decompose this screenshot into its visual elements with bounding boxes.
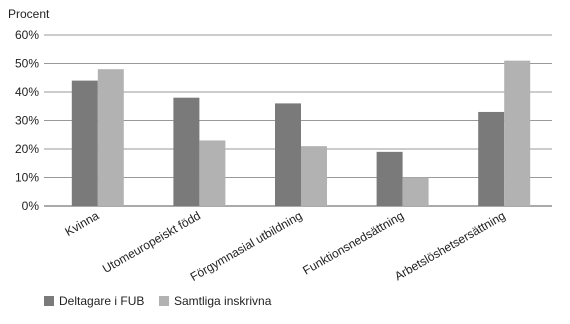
y-tick-label: 60% bbox=[15, 28, 39, 42]
bar bbox=[504, 60, 531, 207]
x-tick-label: Kvinna bbox=[63, 208, 102, 239]
bars bbox=[71, 60, 531, 207]
x-tick-label: Utomeuropeiskt född bbox=[100, 208, 203, 275]
x-tick-label: Förgymnasial utbildning bbox=[188, 208, 305, 283]
y-tick-label: 40% bbox=[15, 85, 39, 99]
y-tick-label: 0% bbox=[22, 199, 40, 213]
y-axis-label: Procent bbox=[8, 7, 50, 21]
legend-swatch bbox=[159, 296, 169, 306]
legend-label: Samtliga inskrivna bbox=[174, 294, 272, 308]
x-tick-label: Arbetslöshetsersättning bbox=[392, 208, 508, 283]
y-tick-label: 50% bbox=[15, 57, 39, 71]
bar bbox=[478, 111, 505, 206]
bar bbox=[97, 69, 124, 206]
bar bbox=[71, 80, 98, 206]
bar bbox=[402, 177, 429, 206]
y-tick-label: 30% bbox=[15, 114, 39, 128]
bar bbox=[199, 140, 226, 206]
bar bbox=[301, 146, 327, 206]
bar bbox=[376, 151, 403, 206]
y-tick-label: 10% bbox=[15, 171, 39, 185]
y-tick-labels: 0% 10% 20% 30% 40% 50% 60% bbox=[15, 28, 39, 213]
legend: Deltagare i FUB Samtliga inskrivna bbox=[44, 294, 272, 308]
y-tick-label: 20% bbox=[15, 142, 39, 156]
x-tick-label: Funktionsnedsättning bbox=[300, 208, 406, 277]
bar bbox=[173, 97, 200, 206]
legend-label: Deltagare i FUB bbox=[59, 294, 144, 308]
legend-swatch bbox=[44, 296, 54, 306]
bar bbox=[275, 103, 301, 206]
